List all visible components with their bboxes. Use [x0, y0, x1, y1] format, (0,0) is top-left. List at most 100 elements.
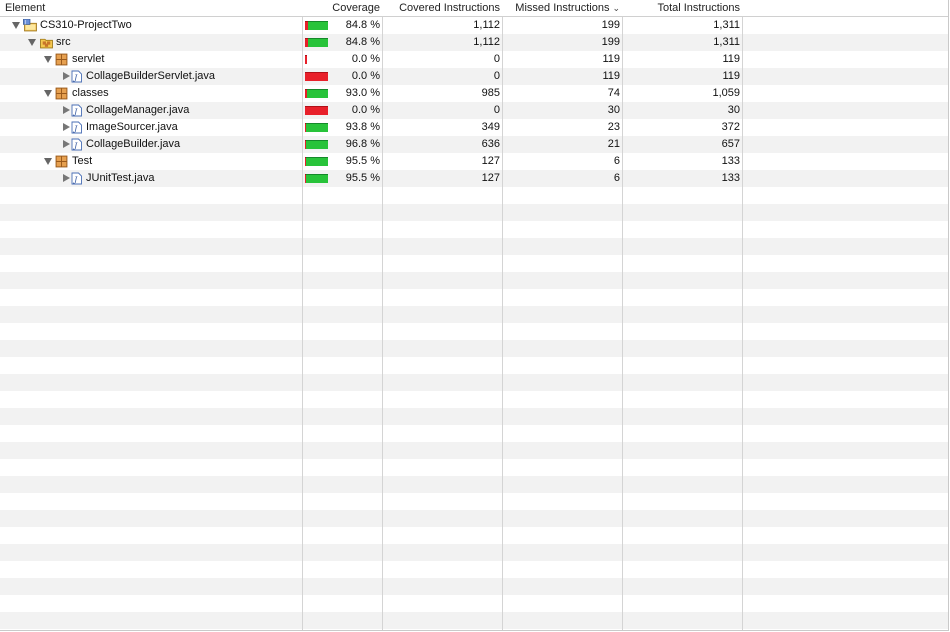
package-icon: [55, 53, 68, 66]
covered-instructions: 0: [493, 53, 500, 65]
tree-row[interactable]: J CS310-ProjectTwo 84.8 % 1,112 199 1,311: [0, 17, 948, 34]
total-instructions: 133: [721, 172, 740, 184]
tree-row[interactable]: src 84.8 % 1,112 199 1,311: [0, 34, 948, 51]
collapse-triangle-icon[interactable]: [63, 174, 70, 182]
total-instructions: 657: [721, 138, 740, 150]
row-stripe: [0, 85, 948, 102]
total-instructions: 1,311: [713, 19, 740, 31]
coverage-percent: 84.8 %: [345, 36, 380, 48]
row-stripe: [0, 255, 948, 272]
row-stripe: [0, 238, 948, 255]
tree-row[interactable]: J CollageBuilder.java 96.8 % 636 21 657: [0, 136, 948, 153]
row-stripe: [0, 102, 948, 119]
covered-instructions: 127: [481, 155, 500, 167]
expand-triangle-icon[interactable]: [44, 56, 52, 63]
row-stripe: [0, 34, 948, 51]
coverage-bar: [305, 21, 328, 30]
coverage-bar: [305, 140, 328, 149]
coverage-percent: 0.0 %: [351, 70, 380, 82]
coverage-bar-missed: [305, 123, 306, 132]
expand-triangle-icon[interactable]: [44, 90, 52, 97]
covered-instructions: 636: [481, 138, 500, 150]
missed-instructions: 199: [601, 19, 620, 31]
column-header-total[interactable]: Total Instructions: [623, 0, 742, 16]
collapse-triangle-icon[interactable]: [63, 123, 70, 131]
java-file-icon: J: [71, 104, 84, 117]
element-name: JUnitTest.java: [86, 172, 155, 184]
covered-instructions: 127: [481, 172, 500, 184]
missed-instructions: 6: [613, 172, 620, 184]
row-stripe: [0, 578, 948, 595]
coverage-bar-covered: [306, 174, 328, 183]
total-instructions: 133: [721, 155, 740, 167]
column-divider: [382, 0, 383, 630]
coverage-bar-covered: [308, 21, 328, 30]
covered-instructions: 1,112: [473, 36, 500, 48]
missed-instructions: 119: [602, 70, 620, 82]
total-instructions: 119: [722, 70, 740, 82]
row-stripe: [0, 119, 948, 136]
column-header-covered-label: Covered Instructions: [399, 2, 500, 14]
collapse-triangle-icon[interactable]: [63, 140, 70, 148]
row-stripe: [0, 153, 948, 170]
row-stripe: [0, 510, 948, 527]
tree-row[interactable]: J JUnitTest.java 95.5 % 127 6 133: [0, 170, 948, 187]
row-stripe: [0, 17, 948, 34]
row-stripe: [0, 170, 948, 187]
missed-instructions: 21: [607, 138, 620, 150]
coverage-bar: [305, 157, 328, 166]
tree-row[interactable]: J CollageBuilderServlet.java 0.0 % 0 119 119: [0, 68, 948, 85]
covered-instructions: 1,112: [473, 19, 500, 31]
element-name: src: [56, 36, 71, 48]
svg-text:J: J: [72, 175, 78, 184]
row-stripe: [0, 187, 948, 204]
expand-triangle-icon[interactable]: [12, 22, 20, 29]
row-stripe: [0, 51, 948, 68]
column-divider: [502, 0, 503, 630]
collapse-triangle-icon[interactable]: [63, 106, 70, 114]
tree-row[interactable]: servlet 0.0 % 0 119 119: [0, 51, 948, 68]
column-divider: [742, 0, 743, 630]
svg-text:J: J: [72, 107, 78, 116]
expand-triangle-icon[interactable]: [44, 158, 52, 165]
row-stripe: [0, 204, 948, 221]
column-header-coverage-label: Coverage: [332, 2, 380, 14]
source-folder-icon: [39, 36, 53, 49]
coverage-bar-covered: [308, 38, 328, 47]
coverage-bar-covered: [306, 123, 328, 132]
coverage-bar: [305, 38, 328, 47]
tree-row[interactable]: classes 93.0 % 985 74 1,059: [0, 85, 948, 102]
row-stripe: [0, 221, 948, 238]
coverage-percent: 0.0 %: [351, 104, 380, 116]
package-icon: [55, 87, 68, 100]
column-header-element[interactable]: Element: [5, 0, 300, 16]
tree-row[interactable]: Test 95.5 % 127 6 133: [0, 153, 948, 170]
missed-instructions: 30: [607, 104, 620, 116]
tree-row[interactable]: J CollageManager.java 0.0 % 0 30 30: [0, 102, 948, 119]
column-divider: [622, 0, 623, 630]
coverage-percent: 96.8 %: [345, 138, 380, 150]
row-stripe: [0, 323, 948, 340]
element-name: CollageBuilder.java: [86, 138, 181, 150]
coverage-bar: [305, 72, 328, 81]
element-name: CollageManager.java: [86, 104, 190, 116]
coverage-bar-missed: [305, 89, 307, 98]
svg-text:J: J: [72, 141, 78, 150]
collapse-triangle-icon[interactable]: [63, 72, 70, 80]
java-file-icon: J: [71, 138, 84, 151]
expand-triangle-icon[interactable]: [28, 39, 36, 46]
coverage-bar-missed: [305, 174, 306, 183]
missed-instructions: 119: [602, 53, 620, 65]
missed-instructions: 6: [613, 155, 620, 167]
column-header-total-label: Total Instructions: [657, 2, 740, 14]
coverage-bar: [305, 89, 328, 98]
project-icon: J: [23, 18, 37, 32]
row-stripe: [0, 459, 948, 476]
column-header-covered[interactable]: Covered Instructions: [383, 0, 502, 16]
column-header-missed[interactable]: Missed Instructions ⌄: [503, 0, 622, 16]
svg-text:J: J: [24, 20, 26, 26]
column-header-coverage[interactable]: Coverage: [303, 0, 382, 16]
coverage-bar-missed: [305, 55, 307, 64]
tree-row[interactable]: J ImageSourcer.java 93.8 % 349 23 372: [0, 119, 948, 136]
